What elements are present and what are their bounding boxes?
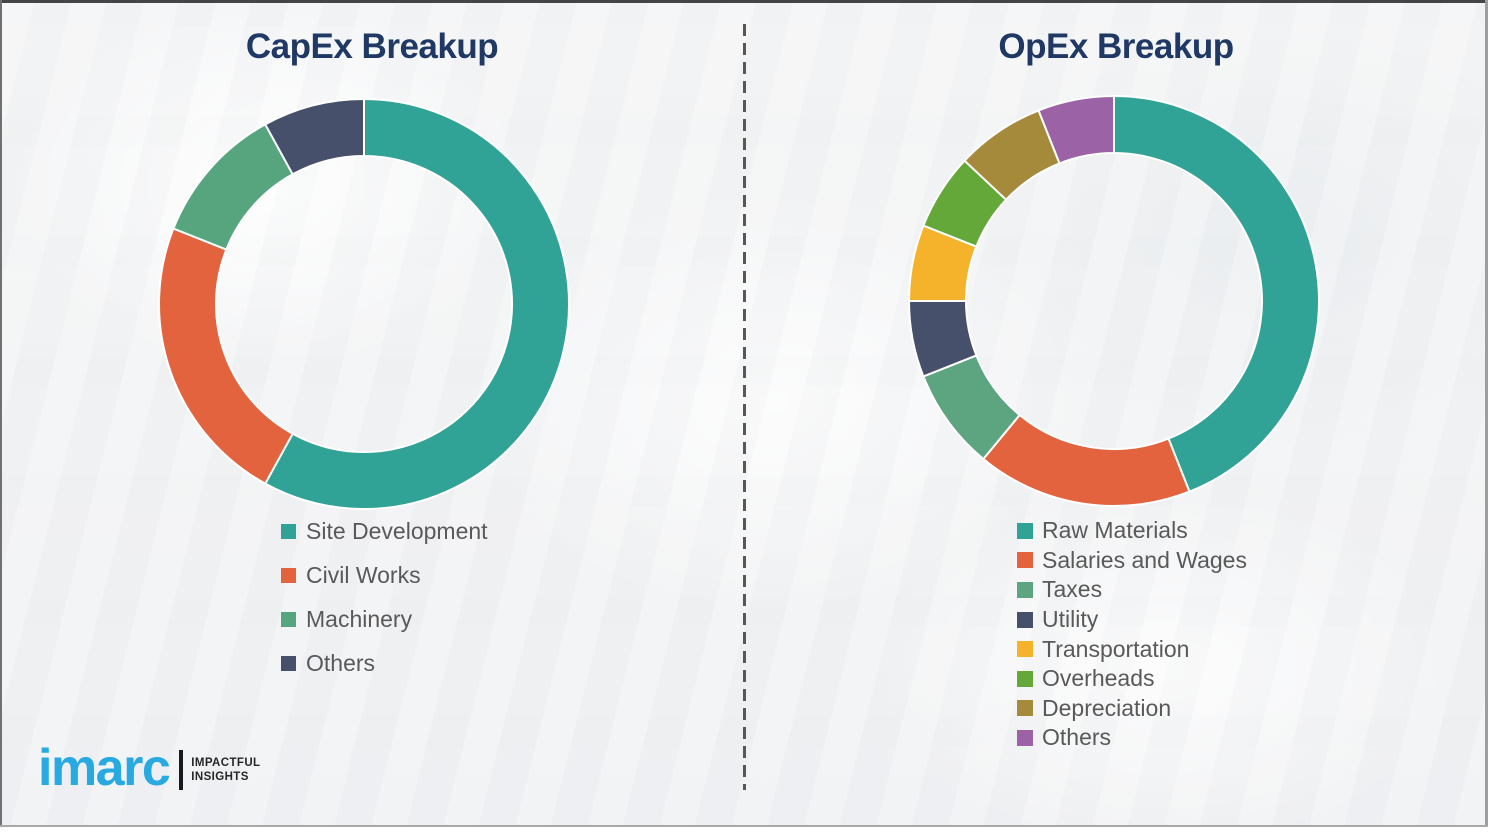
legend-item-machinery: Machinery — [281, 597, 488, 641]
legend-label: Depreciation — [1042, 694, 1172, 721]
legend-swatch — [1017, 729, 1033, 746]
legend-label: Machinery — [306, 605, 413, 632]
legend-label: Utility — [1042, 606, 1099, 633]
imarc-tagline-line1: IMPACTFUL — [191, 757, 261, 769]
legend-swatch — [1017, 641, 1033, 658]
legend-item-others: Others — [281, 641, 488, 685]
center-divider-dashed-line — [743, 24, 746, 790]
imarc-logo-text: imarc — [38, 739, 171, 797]
legend-label: Others — [306, 649, 376, 676]
legend-swatch — [1017, 670, 1033, 687]
legend-item-salaries-and-wages: Salaries and Wages — [1017, 546, 1247, 576]
legend-item-site-development: Site Development — [281, 509, 488, 553]
donut-segment-salaries-and-wages — [981, 413, 1191, 507]
legend-item-civil-works: Civil Works — [281, 553, 488, 597]
capex-chart-title: CapEx Breakup — [245, 27, 499, 66]
slide-border-bottom-line — [0, 825, 1488, 827]
legend-label: Salaries and Wages — [1042, 546, 1247, 573]
capex-legend: Site Development Civil Works Machinery Othe… — [281, 509, 488, 685]
legend-label: Others — [1042, 724, 1112, 751]
legend-item-others: Others — [1017, 723, 1247, 753]
legend-swatch — [1017, 581, 1033, 598]
donut-segment-site-development — [263, 97, 570, 510]
donut-segment-others — [263, 97, 365, 176]
legend-swatch — [281, 655, 296, 671]
imarc-tagline-line2: INSIGHTS — [191, 771, 249, 783]
imarc-logo: imarc IMPACTFUL INSIGHTS — [38, 738, 260, 798]
opex-donut-chart — [904, 91, 1324, 511]
donut-segment-raw-materials — [1113, 94, 1320, 493]
legend-item-utility: Utility — [1017, 605, 1247, 635]
legend-label: Raw Materials — [1042, 517, 1188, 544]
legend-swatch — [281, 523, 296, 539]
legend-swatch — [1017, 611, 1033, 628]
legend-swatch — [1017, 700, 1033, 717]
legend-item-transportation: Transportation — [1017, 634, 1247, 664]
capex-donut-chart — [154, 94, 574, 514]
opex-chart-title: OpEx Breakup — [998, 27, 1234, 66]
legend-item-taxes: Taxes — [1017, 575, 1247, 605]
donut-segment-others — [1037, 94, 1115, 165]
imarc-logo-divider-bar — [179, 750, 184, 790]
imarc-logo-tagline: IMPACTFUL INSIGHTS — [191, 756, 260, 784]
legend-label: Transportation — [1042, 635, 1190, 662]
slide-bottom-white-strip — [0, 827, 1488, 836]
legend-item-overheads: Overheads — [1017, 664, 1247, 694]
legend-item-raw-materials: Raw Materials — [1017, 516, 1247, 546]
opex-legend: Raw Materials Salaries and Wages Taxes Util… — [1017, 516, 1247, 753]
donut-svg — [907, 94, 1320, 507]
slide-border-right — [1485, 0, 1488, 827]
legend-swatch — [281, 611, 296, 627]
donut-segment-civil-works — [158, 227, 295, 485]
legend-label: Site Development — [306, 517, 488, 544]
slide-border-top — [0, 0, 1488, 3]
legend-label: Overheads — [1042, 665, 1155, 692]
slide-border-left — [0, 0, 2, 827]
legend-swatch — [1017, 522, 1033, 539]
legend-label: Taxes — [1042, 576, 1103, 603]
legend-swatch — [1017, 552, 1033, 569]
legend-item-depreciation: Depreciation — [1017, 694, 1247, 724]
legend-label: Civil Works — [306, 561, 421, 588]
donut-svg — [158, 97, 570, 510]
legend-swatch — [281, 567, 296, 583]
